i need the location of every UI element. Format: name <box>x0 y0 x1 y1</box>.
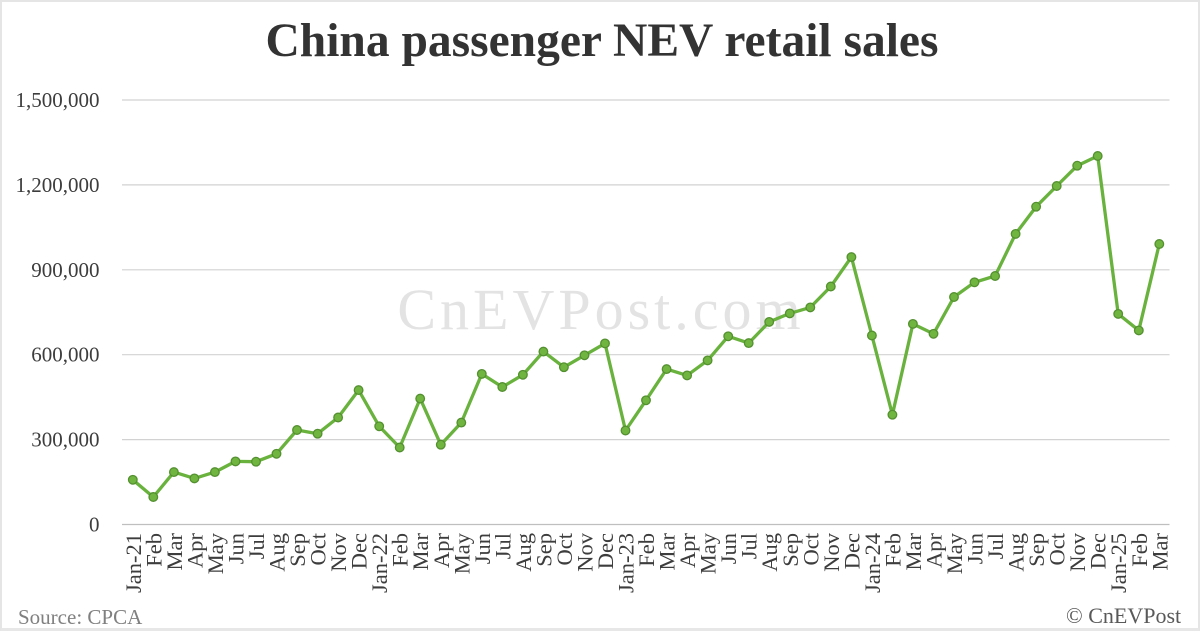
svg-text:Dec: Dec <box>1086 533 1111 569</box>
svg-text:Sep: Sep <box>531 533 556 567</box>
svg-text:Sep: Sep <box>285 533 310 567</box>
svg-text:Aug: Aug <box>265 533 290 572</box>
svg-text:Jan-24: Jan-24 <box>860 533 885 593</box>
svg-text:Aug: Aug <box>1004 533 1029 572</box>
svg-text:Sep: Sep <box>778 533 803 567</box>
svg-text:Jul: Jul <box>244 533 269 559</box>
svg-text:Dec: Dec <box>347 533 372 569</box>
svg-text:Mar: Mar <box>901 533 926 571</box>
svg-text:Nov: Nov <box>819 532 844 571</box>
svg-text:300,000: 300,000 <box>31 428 99 452</box>
svg-text:Jun: Jun <box>224 533 249 564</box>
svg-text:Jun: Jun <box>716 533 741 564</box>
svg-text:May: May <box>449 532 474 574</box>
svg-text:Nov: Nov <box>326 532 351 571</box>
svg-text:Jun: Jun <box>470 533 495 564</box>
svg-text:China passenger NEV retail sal: China passenger NEV retail sales <box>266 15 939 67</box>
svg-text:Feb: Feb <box>634 533 659 567</box>
svg-text:1,500,000: 1,500,000 <box>16 88 100 112</box>
svg-text:Oct: Oct <box>306 532 331 565</box>
svg-text:Dec: Dec <box>839 533 864 569</box>
svg-text:May: May <box>942 532 967 574</box>
svg-text:0: 0 <box>89 513 100 537</box>
svg-text:Apr: Apr <box>675 533 700 568</box>
svg-text:Nov: Nov <box>1065 532 1090 571</box>
svg-text:600,000: 600,000 <box>31 343 99 367</box>
svg-text:Feb: Feb <box>880 533 905 567</box>
svg-text:1,200,000: 1,200,000 <box>16 173 100 197</box>
svg-text:© CnEVPost: © CnEVPost <box>1066 603 1181 628</box>
svg-text:Jan-25: Jan-25 <box>1106 533 1131 593</box>
svg-text:Mar: Mar <box>1147 533 1172 571</box>
svg-text:Apr: Apr <box>922 533 947 568</box>
svg-text:Jul: Jul <box>737 533 762 559</box>
svg-text:Aug: Aug <box>511 533 536 572</box>
svg-text:Mar: Mar <box>162 533 187 571</box>
svg-text:Jan-23: Jan-23 <box>614 533 639 593</box>
svg-text:Source: CPCA: Source: CPCA <box>18 605 143 629</box>
svg-text:Feb: Feb <box>141 533 166 567</box>
svg-text:Jul: Jul <box>490 533 515 559</box>
svg-text:Feb: Feb <box>388 533 413 567</box>
svg-text:May: May <box>696 532 721 574</box>
svg-text:Oct: Oct <box>1045 532 1070 565</box>
svg-text:Jan-21: Jan-21 <box>121 533 146 593</box>
svg-text:Oct: Oct <box>798 532 823 565</box>
svg-text:Apr: Apr <box>429 533 454 568</box>
svg-text:Mar: Mar <box>408 533 433 571</box>
svg-text:Dec: Dec <box>593 533 618 569</box>
svg-text:Oct: Oct <box>552 532 577 565</box>
svg-text:Apr: Apr <box>182 533 207 568</box>
svg-text:Feb: Feb <box>1127 533 1152 567</box>
svg-text:Mar: Mar <box>655 533 680 571</box>
svg-text:Sep: Sep <box>1024 533 1049 567</box>
svg-text:May: May <box>203 532 228 574</box>
svg-text:900,000: 900,000 <box>31 258 99 282</box>
svg-text:Nov: Nov <box>573 532 598 571</box>
svg-text:Jul: Jul <box>983 533 1008 559</box>
svg-text:Jan-22: Jan-22 <box>367 533 392 593</box>
svg-text:Jun: Jun <box>963 533 988 564</box>
svg-text:CnEVPost.com: CnEVPost.com <box>397 277 804 342</box>
svg-text:Aug: Aug <box>757 533 782 572</box>
